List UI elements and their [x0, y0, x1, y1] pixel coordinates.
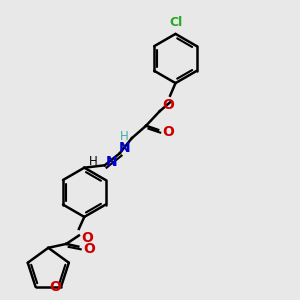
- Text: O: O: [83, 242, 95, 256]
- Text: O: O: [49, 280, 61, 294]
- Text: H: H: [120, 130, 129, 143]
- Text: O: O: [163, 125, 175, 139]
- Text: H: H: [89, 155, 98, 168]
- Text: N: N: [119, 141, 131, 155]
- Text: O: O: [81, 231, 93, 245]
- Text: Cl: Cl: [169, 16, 182, 28]
- Text: N: N: [106, 155, 117, 169]
- Text: O: O: [163, 98, 175, 112]
